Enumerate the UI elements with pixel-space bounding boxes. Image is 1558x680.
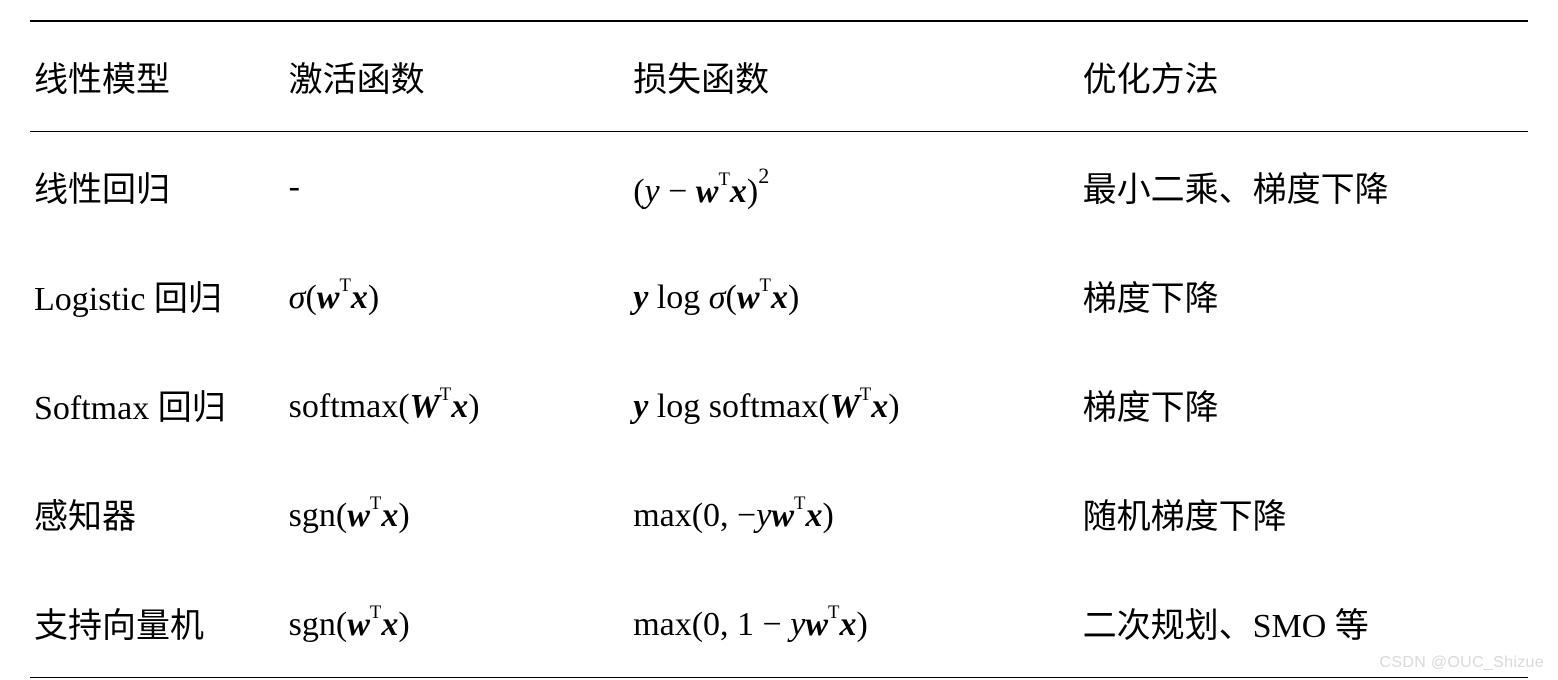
cell-opt: 梯度下降: [1079, 241, 1528, 350]
cell-loss: max(0, 1 − ywTx): [629, 568, 1078, 678]
cell-model: 线性回归: [30, 132, 285, 242]
table-row: 感知器 sgn(wTx) max(0, −ywTx) 随机梯度下降: [30, 459, 1528, 568]
cell-opt: 随机梯度下降: [1079, 459, 1528, 568]
col-model: 线性模型: [30, 21, 285, 132]
watermark: CSDN @OUC_Shizue: [1379, 654, 1544, 672]
cell-activation: sgn(wTx): [285, 568, 630, 678]
cell-model: 支持向量机: [30, 568, 285, 678]
cell-loss: max(0, −ywTx): [629, 459, 1078, 568]
col-activation: 激活函数: [285, 21, 630, 132]
table-row: Softmax 回归 softmax(WTx) y log softmax(WT…: [30, 350, 1528, 459]
cell-model: Softmax 回归: [30, 350, 285, 459]
linear-models-table: 线性模型 激活函数 损失函数 优化方法 线性回归 - (y − wTx)2 最小…: [30, 20, 1528, 678]
table-row: 支持向量机 sgn(wTx) max(0, 1 − ywTx) 二次规划、SMO…: [30, 568, 1528, 678]
cell-model: Logistic 回归: [30, 241, 285, 350]
table-row: 线性回归 - (y − wTx)2 最小二乘、梯度下降: [30, 132, 1528, 242]
cell-activation: σ(wTx): [285, 241, 630, 350]
cell-opt: 最小二乘、梯度下降: [1079, 132, 1528, 242]
cell-activation: -: [285, 132, 630, 242]
cell-loss: y log σ(wTx): [629, 241, 1078, 350]
col-loss: 损失函数: [629, 21, 1078, 132]
cell-activation: sgn(wTx): [285, 459, 630, 568]
cell-loss: y log softmax(WTx): [629, 350, 1078, 459]
cell-opt: 梯度下降: [1079, 350, 1528, 459]
table-row: Logistic 回归 σ(wTx) y log σ(wTx) 梯度下降: [30, 241, 1528, 350]
col-opt: 优化方法: [1079, 21, 1528, 132]
cell-loss: (y − wTx)2: [629, 132, 1078, 242]
cell-activation: softmax(WTx): [285, 350, 630, 459]
cell-model: 感知器: [30, 459, 285, 568]
table-header-row: 线性模型 激活函数 损失函数 优化方法: [30, 21, 1528, 132]
